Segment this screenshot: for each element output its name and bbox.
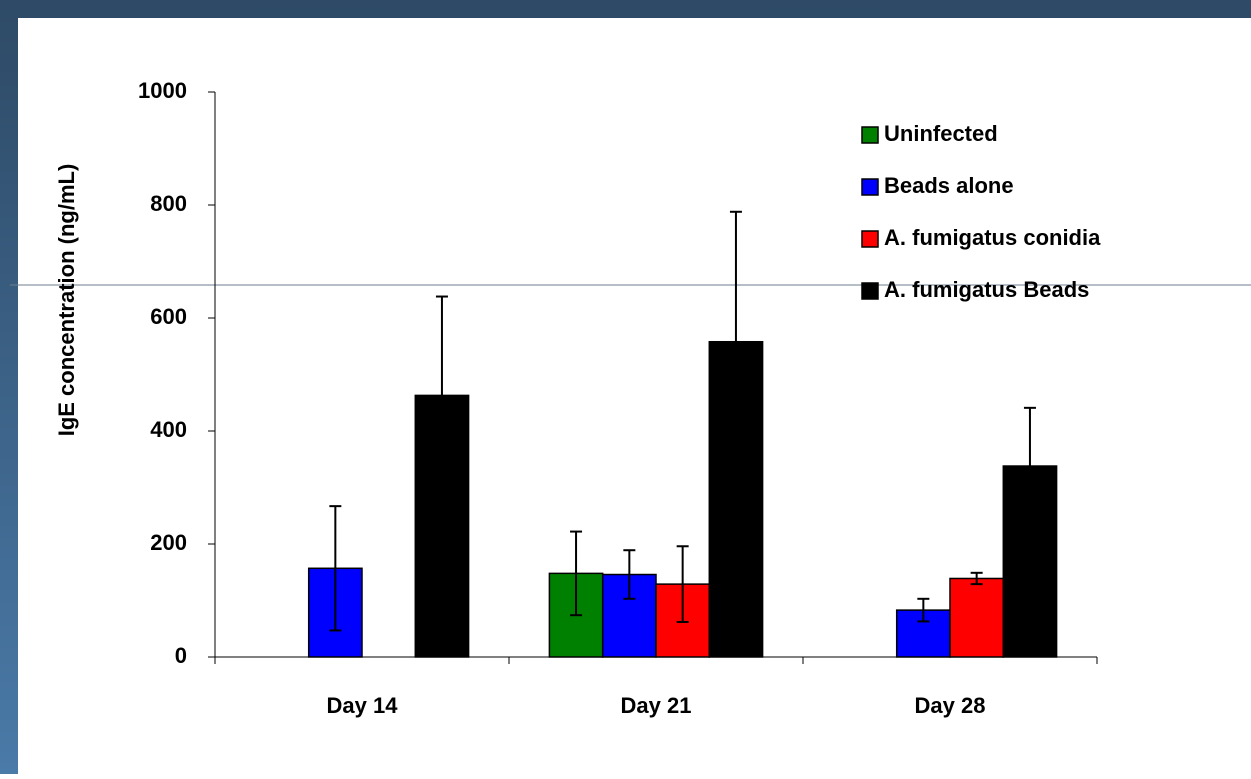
legend-swatch — [861, 178, 879, 196]
error-bar — [729, 210, 742, 473]
error-bar — [435, 295, 448, 496]
error-bar — [917, 597, 930, 623]
legend-swatch — [861, 126, 879, 144]
x-tick-label: Day 21 — [621, 693, 692, 718]
bar — [949, 577, 1005, 658]
y-tick-label: 0 — [175, 643, 187, 668]
error-bar — [570, 530, 583, 617]
legend-label: A. fumigatus Beads — [884, 277, 1089, 302]
error-bar — [676, 545, 689, 623]
y-tick-label: 400 — [150, 417, 187, 442]
legend-swatch — [861, 282, 879, 300]
y-tick-label: 1000 — [138, 78, 187, 103]
x-tick-label: Day 14 — [327, 693, 399, 718]
y-tick-label: 600 — [150, 304, 187, 329]
background — [18, 18, 1251, 774]
y-tick-label: 800 — [150, 191, 187, 216]
legend-swatch — [861, 230, 879, 248]
error-bar — [970, 571, 983, 586]
error-bar — [1023, 406, 1036, 526]
y-tick-label: 200 — [150, 530, 187, 555]
legend-label: A. fumigatus conidia — [884, 225, 1101, 250]
y-axis-title: IgE concentration (ng/mL) — [54, 164, 79, 437]
legend-label: Uninfected — [884, 121, 998, 146]
error-bar — [623, 549, 636, 600]
error-bar — [329, 505, 342, 632]
x-tick-label: Day 28 — [915, 693, 986, 718]
legend-label: Beads alone — [884, 173, 1014, 198]
